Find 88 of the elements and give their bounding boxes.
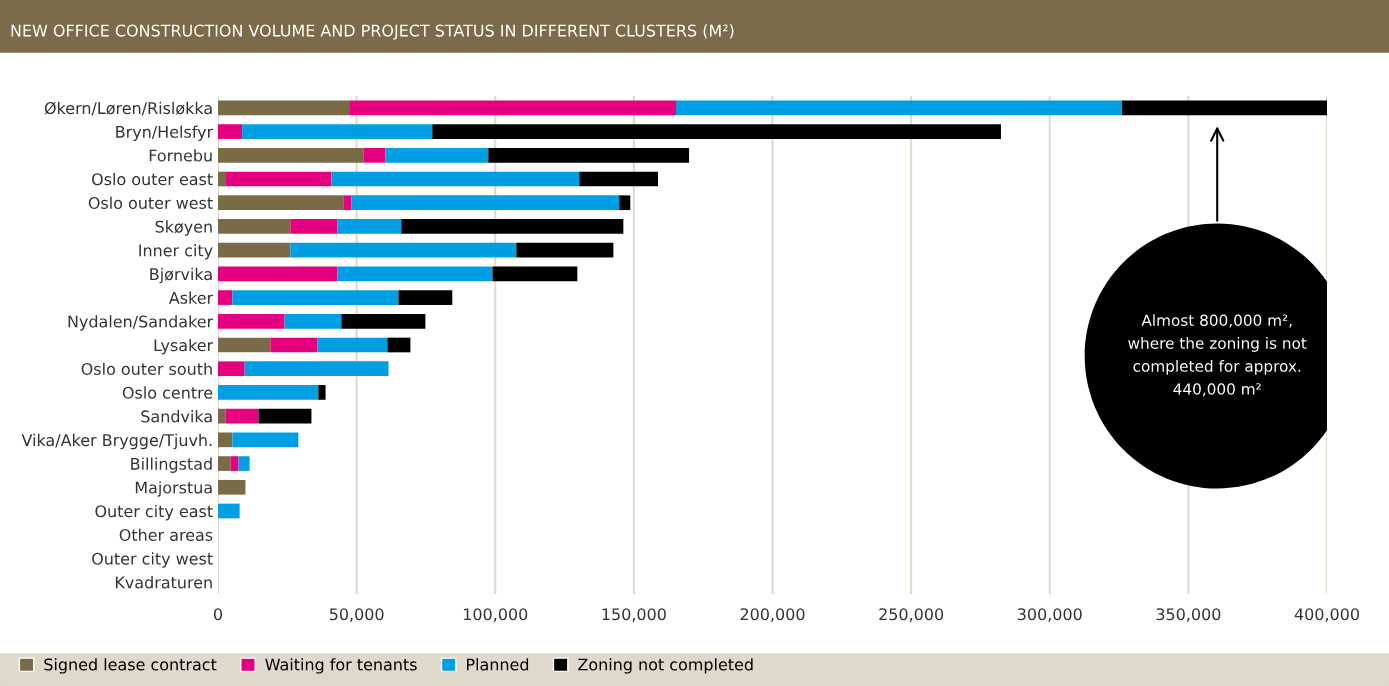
bar <box>284 313 342 329</box>
bar <box>218 219 291 234</box>
y-tick-label: Fornebu <box>149 149 212 162</box>
bar <box>232 290 399 305</box>
y-tick-label: Oslo outer east <box>92 172 213 186</box>
bar <box>331 171 580 187</box>
bar <box>290 242 517 258</box>
bar <box>238 456 250 471</box>
y-tick-label: Lysaker <box>154 338 214 355</box>
x-tick-label: 300,000 <box>1017 608 1082 622</box>
bar <box>619 195 631 211</box>
x-tick-label: 100,000 <box>463 608 528 622</box>
bar <box>218 361 245 377</box>
bar <box>401 219 624 234</box>
x-tick-label: 50,000 <box>329 608 384 622</box>
bar <box>218 147 364 163</box>
bar <box>387 337 411 353</box>
bar <box>218 171 227 187</box>
y-tick-label: Oslo outer west <box>88 196 213 210</box>
y-tick-label: Billingstad <box>131 457 212 473</box>
bar <box>218 503 240 519</box>
bar <box>218 385 319 400</box>
x-tick-label: 200,000 <box>740 608 805 622</box>
bar <box>492 266 578 282</box>
bar <box>516 242 614 258</box>
bar <box>244 361 389 377</box>
bar <box>226 171 332 187</box>
bar <box>218 432 233 448</box>
bar <box>318 385 326 400</box>
y-tick-label: Outer city west <box>92 552 213 568</box>
bar <box>218 195 344 211</box>
annotation: Almost 800,000 m², where the zoning is not completed for approx. 440,000 m² <box>1128 314 1307 397</box>
y-tick-label: Majorstua <box>135 481 212 497</box>
bar <box>218 337 271 353</box>
x-tick-label: 250,000 <box>879 608 944 622</box>
bar <box>349 100 677 116</box>
bar <box>351 195 620 211</box>
bar <box>218 456 231 471</box>
bar <box>242 124 433 139</box>
y-tick-label: Skøyen <box>155 220 212 236</box>
legend-label: Zoning not completed <box>578 658 753 674</box>
legend-label: Waiting for tenants <box>265 658 417 674</box>
y-tick-label: Outer city east <box>95 504 213 521</box>
bar <box>432 124 1001 139</box>
bar <box>343 195 352 211</box>
bar <box>676 100 1122 116</box>
y-tick-label: Vika/Aker Brygge/Tjuvh. <box>21 433 212 450</box>
bar <box>337 219 402 234</box>
bar <box>317 337 388 353</box>
legend-label: Planned <box>467 658 529 671</box>
chart-title: NEW OFFICE CONSTRUCTION VOLUME AND PROJECT STATUS IN DIFFERENT CLUSTERS (M²) <box>11 24 734 40</box>
bar <box>232 432 299 448</box>
y-tick-label: Sandvika <box>141 410 212 423</box>
bar <box>385 147 489 163</box>
bar <box>218 242 291 258</box>
bar <box>363 147 386 163</box>
y-tick-label: Nydalen/Sandaker <box>68 315 214 331</box>
legend-label: Signed lease contract <box>44 658 217 674</box>
y-tick-label: Bjørvika <box>150 267 212 284</box>
x-tick-label: 0 <box>213 608 223 621</box>
bar <box>488 147 690 163</box>
x-tick-label: 150,000 <box>602 608 666 622</box>
y-tick-label: Kvadraturen <box>115 576 212 589</box>
y-tick-label: Asker <box>168 291 214 304</box>
bar <box>337 266 493 282</box>
bar <box>218 479 246 495</box>
bar <box>218 266 338 282</box>
bar <box>218 313 285 329</box>
x-tick-label: 350,000 <box>1156 608 1221 622</box>
bar <box>218 290 233 305</box>
bar <box>341 313 426 329</box>
bar <box>270 337 318 353</box>
bar <box>218 100 350 116</box>
y-tick-label: Oslo outer south <box>81 362 212 376</box>
y-tick-label: Økern/Løren/Risløkka <box>44 101 212 116</box>
bar <box>1121 100 1327 116</box>
y-tick-label: Inner city <box>139 244 213 260</box>
y-tick-label: Other areas <box>119 528 213 542</box>
bar <box>398 290 453 305</box>
y-tick-label: Bryn/Helsfyr <box>116 125 214 141</box>
x-tick-label: 400,000 <box>1294 608 1359 622</box>
y-tick-label: Oslo centre <box>122 386 213 399</box>
bar <box>230 456 239 471</box>
bar <box>258 408 312 424</box>
bar <box>218 124 243 139</box>
bar <box>290 219 338 234</box>
bar <box>579 171 658 187</box>
bar <box>225 408 259 424</box>
